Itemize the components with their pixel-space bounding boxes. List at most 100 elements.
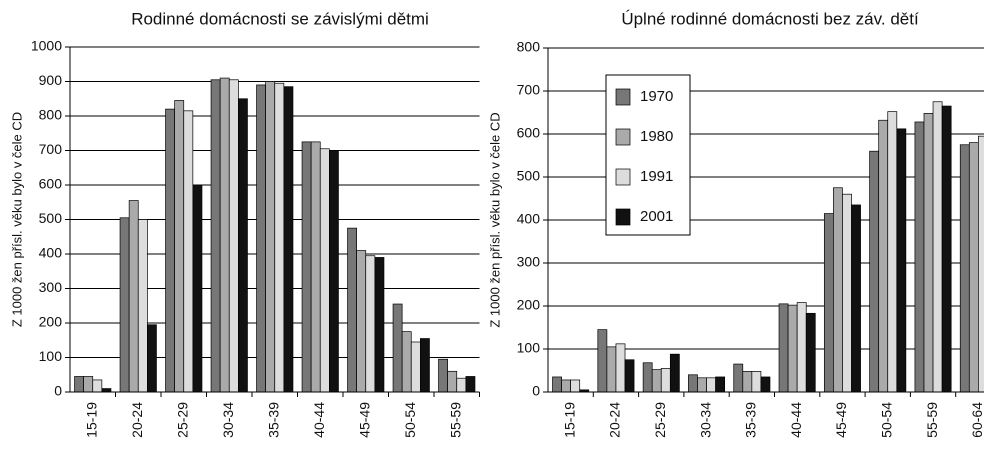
bar <box>365 255 376 393</box>
bar <box>923 113 934 393</box>
bar <box>210 79 221 393</box>
y-tick-label: 800 <box>39 107 63 123</box>
bar <box>842 193 852 393</box>
bar <box>374 257 385 393</box>
bar <box>932 101 943 393</box>
y-tick-label: 800 <box>517 39 541 55</box>
bar <box>606 346 617 393</box>
bar <box>597 329 608 393</box>
legend-swatch <box>615 208 631 226</box>
legend-swatch <box>615 168 631 186</box>
bar <box>74 376 85 393</box>
y-tick-label: 200 <box>517 297 541 313</box>
bar <box>319 148 330 393</box>
bar <box>165 108 176 393</box>
legend-swatch <box>615 128 631 146</box>
y-tick-label: 600 <box>517 125 541 141</box>
legend-label: 1991 <box>640 168 673 185</box>
bar <box>392 303 403 393</box>
x-tick-label: 45-49 <box>833 402 849 438</box>
x-tick-label: 55-59 <box>924 402 940 438</box>
bar <box>347 227 357 393</box>
x-tick-label: 30-34 <box>220 402 236 438</box>
bar <box>833 187 843 393</box>
y-tick-label: 200 <box>39 314 63 330</box>
bar <box>219 77 230 393</box>
bar <box>174 100 185 393</box>
bar <box>92 379 103 393</box>
bar <box>401 331 412 393</box>
bar <box>706 377 716 393</box>
bar <box>669 353 680 393</box>
bar <box>183 110 194 393</box>
x-tick-label: 35-39 <box>743 402 759 438</box>
bar <box>438 358 448 393</box>
bar <box>878 119 889 393</box>
y-axis-label: Z 1000 žen přísl. věku bylo v čele CD <box>9 112 24 327</box>
bar <box>941 105 952 393</box>
chart-title: Úplné rodinné domácnosti bez záv. dětí <box>621 9 919 28</box>
bar <box>642 362 653 393</box>
bar <box>715 376 726 393</box>
bar <box>128 200 139 393</box>
chart-title: Rodinné domácnosti se závislými dětmi <box>131 9 429 28</box>
bar <box>624 359 635 393</box>
bar <box>238 98 248 393</box>
bar <box>869 150 880 393</box>
y-axis-label: Z 1000 žen přísl. věku bylo v čele CD <box>487 112 502 327</box>
y-tick-label: 300 <box>517 254 541 270</box>
y-tick-label: 0 <box>54 383 62 399</box>
bar <box>265 81 276 393</box>
bar <box>228 79 239 393</box>
bar <box>660 368 671 393</box>
bar <box>805 312 816 393</box>
y-tick-label: 100 <box>39 348 63 364</box>
bar <box>137 219 148 393</box>
bar <box>552 376 562 393</box>
bar <box>823 213 834 393</box>
bar <box>887 111 898 393</box>
bar <box>851 204 861 393</box>
y-tick-label: 400 <box>39 245 63 261</box>
x-tick-label: 20-24 <box>129 402 145 438</box>
bar <box>751 371 762 393</box>
x-tick-label: 30-34 <box>697 402 713 438</box>
y-tick-label: 500 <box>517 168 541 184</box>
bar <box>465 376 476 393</box>
y-tick-label: 900 <box>39 72 63 88</box>
bar <box>447 370 458 393</box>
bar <box>896 128 907 393</box>
x-tick-label: 60-64 <box>969 402 984 438</box>
bar <box>310 141 321 393</box>
y-tick-label: 300 <box>39 279 63 295</box>
legend-label: 1980 <box>640 128 673 145</box>
x-tick-label: 25-29 <box>652 402 668 438</box>
bar <box>742 371 753 393</box>
bar <box>651 369 662 393</box>
bar <box>914 121 925 393</box>
bar <box>256 84 266 393</box>
bar <box>778 303 789 393</box>
x-tick-label: 45-49 <box>356 402 372 438</box>
y-tick-label: 700 <box>39 141 63 157</box>
bar <box>283 86 294 393</box>
x-tick-label: 40-44 <box>311 402 327 438</box>
bar <box>119 217 130 393</box>
legend-swatch <box>615 88 631 106</box>
x-tick-label: 35-39 <box>265 402 281 438</box>
bar <box>329 150 339 393</box>
x-tick-label: 15-19 <box>561 402 577 438</box>
x-tick-label: 50-54 <box>402 402 418 438</box>
x-tick-label: 50-54 <box>878 402 894 438</box>
bar <box>410 341 421 393</box>
y-tick-label: 100 <box>517 340 541 356</box>
y-tick-label: 1000 <box>31 38 62 54</box>
y-tick-label: 0 <box>532 383 540 399</box>
y-tick-label: 500 <box>39 210 63 226</box>
bar <box>356 250 367 393</box>
legend-label: 1970 <box>640 88 673 105</box>
bar <box>796 302 807 393</box>
bar <box>274 82 285 393</box>
bar <box>688 374 698 393</box>
